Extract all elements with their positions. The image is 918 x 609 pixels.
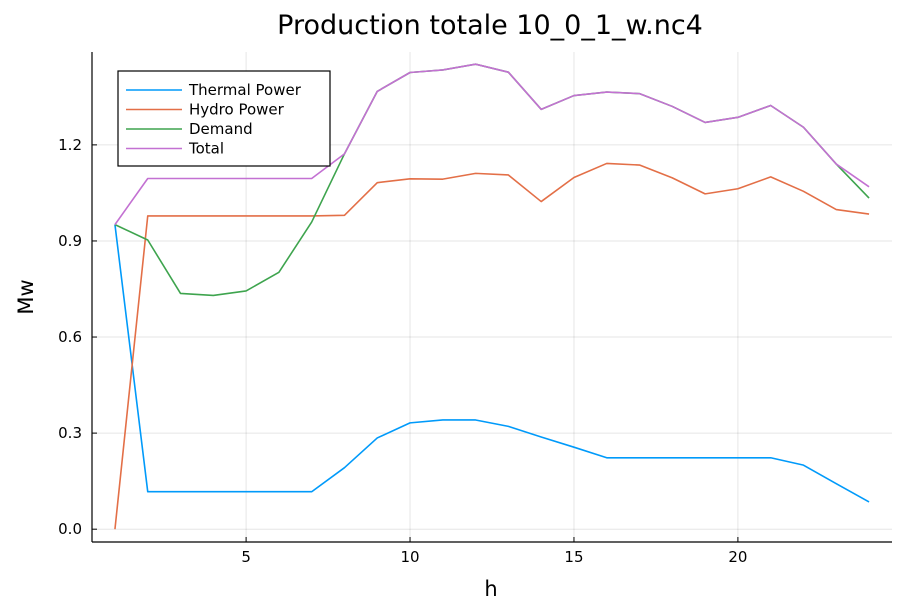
x-tick-label: 5	[241, 548, 251, 566]
y-tick-label: 0.6	[58, 328, 82, 346]
legend-box	[117, 70, 331, 167]
legend-label-total: Total	[188, 140, 224, 158]
legend-label-hydro-power: Hydro Power	[189, 101, 285, 119]
chart-title: Production totale 10_0_1_w.nc4	[277, 10, 703, 41]
x-axis-label: h	[484, 577, 497, 601]
series-layer	[114, 63, 870, 530]
y-tick-label: 0.0	[58, 520, 82, 538]
ticks-layer: 5 10 15 20 0.0 0.3 0.6 0.9 1.2	[58, 136, 747, 566]
y-tick-label: 1.2	[58, 136, 82, 154]
x-tick-label: 10	[400, 548, 419, 566]
series-line-thermal-power	[114, 224, 870, 503]
x-tick-label: 15	[564, 548, 583, 566]
legend-label-demand: Demand	[189, 120, 253, 138]
legend-label-thermal-power: Thermal Power	[188, 81, 302, 99]
y-tick-label: 0.9	[58, 232, 82, 250]
x-tick-label: 20	[728, 548, 747, 566]
series-line-total	[114, 63, 870, 226]
y-tick-label: 0.3	[58, 424, 82, 442]
axes-layer	[91, 52, 892, 543]
y-axis-label: Mw	[14, 279, 38, 314]
series-line-hydro-power	[114, 162, 870, 530]
